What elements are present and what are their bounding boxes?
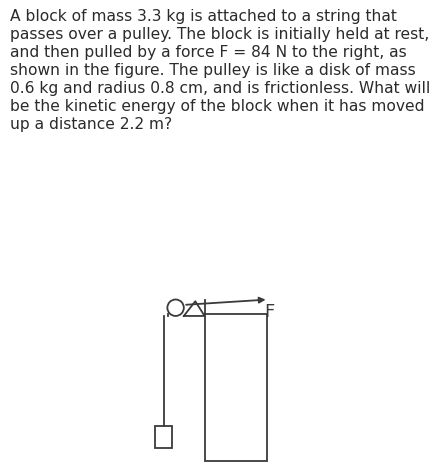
Text: shown in the figure. The pulley is like a disk of mass: shown in the figure. The pulley is like … [10,63,416,78]
Text: A block of mass 3.3 kg is attached to a string that: A block of mass 3.3 kg is attached to a … [10,9,396,24]
Bar [156,426,172,448]
Text: passes over a pulley. The block is initially held at rest,: passes over a pulley. The block is initi… [10,27,429,42]
Text: up a distance 2.2 m?: up a distance 2.2 m? [10,117,172,132]
Bar [205,314,267,461]
Text: F: F [264,303,274,321]
Text: and then pulled by a force F = 84 N to the right, as: and then pulled by a force F = 84 N to t… [10,45,407,60]
Text: 0.6 kg and radius 0.8 cm, and is frictionless. What will: 0.6 kg and radius 0.8 cm, and is frictio… [10,81,430,96]
Text: be the kinetic energy of the block when it has moved: be the kinetic energy of the block when … [10,99,424,114]
